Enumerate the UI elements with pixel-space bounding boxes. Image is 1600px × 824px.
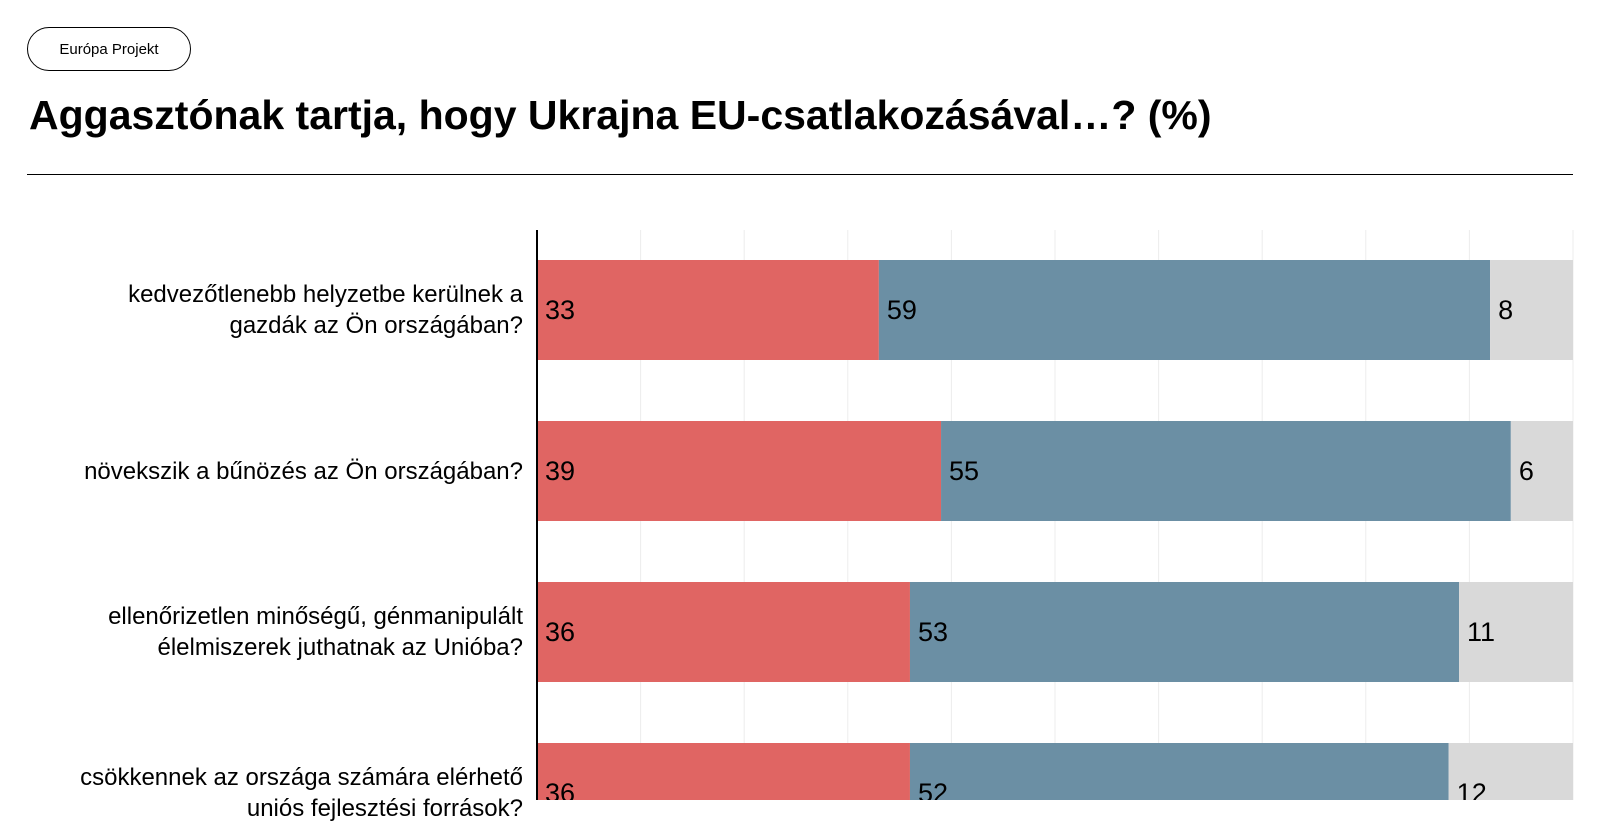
data-label: 8 — [1498, 295, 1513, 325]
category-label: kedvezőtlenebb helyzetbe kerülnek a gazdá… — [0, 279, 523, 341]
bar-segment-3 — [1510, 421, 1573, 521]
category-label: ellenőrizetlen minőségű, génmanipulált él… — [0, 601, 523, 663]
data-label: 6 — [1519, 456, 1534, 486]
category-label-line: ellenőrizetlen minőségű, génmanipulált — [108, 603, 523, 630]
category-label: növekszik a bűnözés az Ön országában? — [0, 456, 523, 487]
data-label: 11 — [1467, 617, 1495, 647]
data-label: 55 — [949, 456, 979, 486]
data-label: 33 — [545, 295, 575, 325]
bar-segment-2 — [909, 582, 1460, 682]
data-label: 12 — [1457, 778, 1487, 800]
data-label: 36 — [545, 617, 575, 647]
bars — [537, 260, 1573, 800]
data-label: 53 — [918, 617, 948, 647]
data-label: 39 — [545, 456, 575, 486]
category-label-line: uniós fejlesztési források? — [246, 795, 523, 822]
value-labels: 33 59 8 39 55 6 36 53 11 36 52 12 — [545, 295, 1534, 800]
data-label: 52 — [918, 778, 948, 800]
bar-segment-2 — [941, 421, 1511, 521]
stacked-bar-chart: 33 59 8 39 55 6 36 53 11 36 52 12 — [536, 230, 1574, 800]
title-divider — [27, 174, 1573, 175]
category-label-line: csökkennek az országa számára elérhető — [80, 764, 523, 791]
bar-segment-3 — [1459, 582, 1573, 682]
bar-segment-1 — [537, 421, 942, 521]
bar-segment-2 — [878, 260, 1491, 360]
category-label-line: növekszik a bűnözés az Ön országában? — [84, 457, 523, 485]
source-badge: Európa Projekt — [27, 27, 191, 71]
bar-segment-3 — [1448, 743, 1573, 800]
category-label-line: gazdák az Ön országában? — [229, 312, 523, 339]
bar-segment-1 — [537, 582, 910, 682]
data-label: 36 — [545, 778, 575, 800]
data-label: 59 — [887, 295, 917, 325]
chart-title: Aggasztónak tartja, hogy Ukrajna EU-csat… — [29, 92, 1212, 138]
bar-segment-1 — [537, 743, 910, 800]
bar-segment-1 — [537, 260, 879, 360]
category-label-line: kedvezőtlenebb helyzetbe kerülnek a — [128, 281, 523, 308]
bar-segment-3 — [1490, 260, 1573, 360]
bar-segment-2 — [909, 743, 1449, 800]
category-label-line: élelmiszerek juthatnak az Unióba? — [157, 634, 523, 661]
category-label: csökkennek az országa számára elérhető un… — [0, 762, 523, 824]
